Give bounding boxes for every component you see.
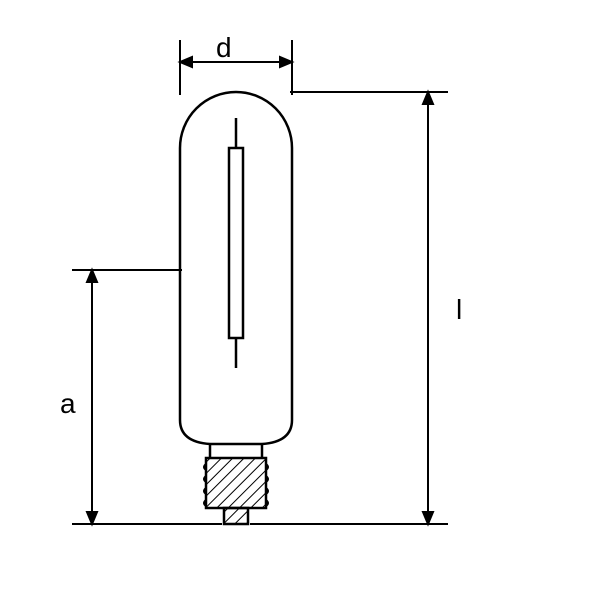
diagram-svg: [0, 0, 600, 600]
contact-tip: [224, 508, 248, 524]
dimension-l: [250, 92, 448, 524]
lamp-dimension-diagram: d l a: [0, 0, 600, 600]
label-a: a: [60, 388, 76, 420]
label-d: d: [216, 32, 232, 64]
neck: [210, 444, 262, 458]
arc-tube: [229, 118, 243, 368]
dimension-a: [72, 270, 222, 524]
label-l: l: [456, 294, 462, 326]
dimension-d: [180, 40, 292, 95]
screw-base: [204, 458, 268, 508]
